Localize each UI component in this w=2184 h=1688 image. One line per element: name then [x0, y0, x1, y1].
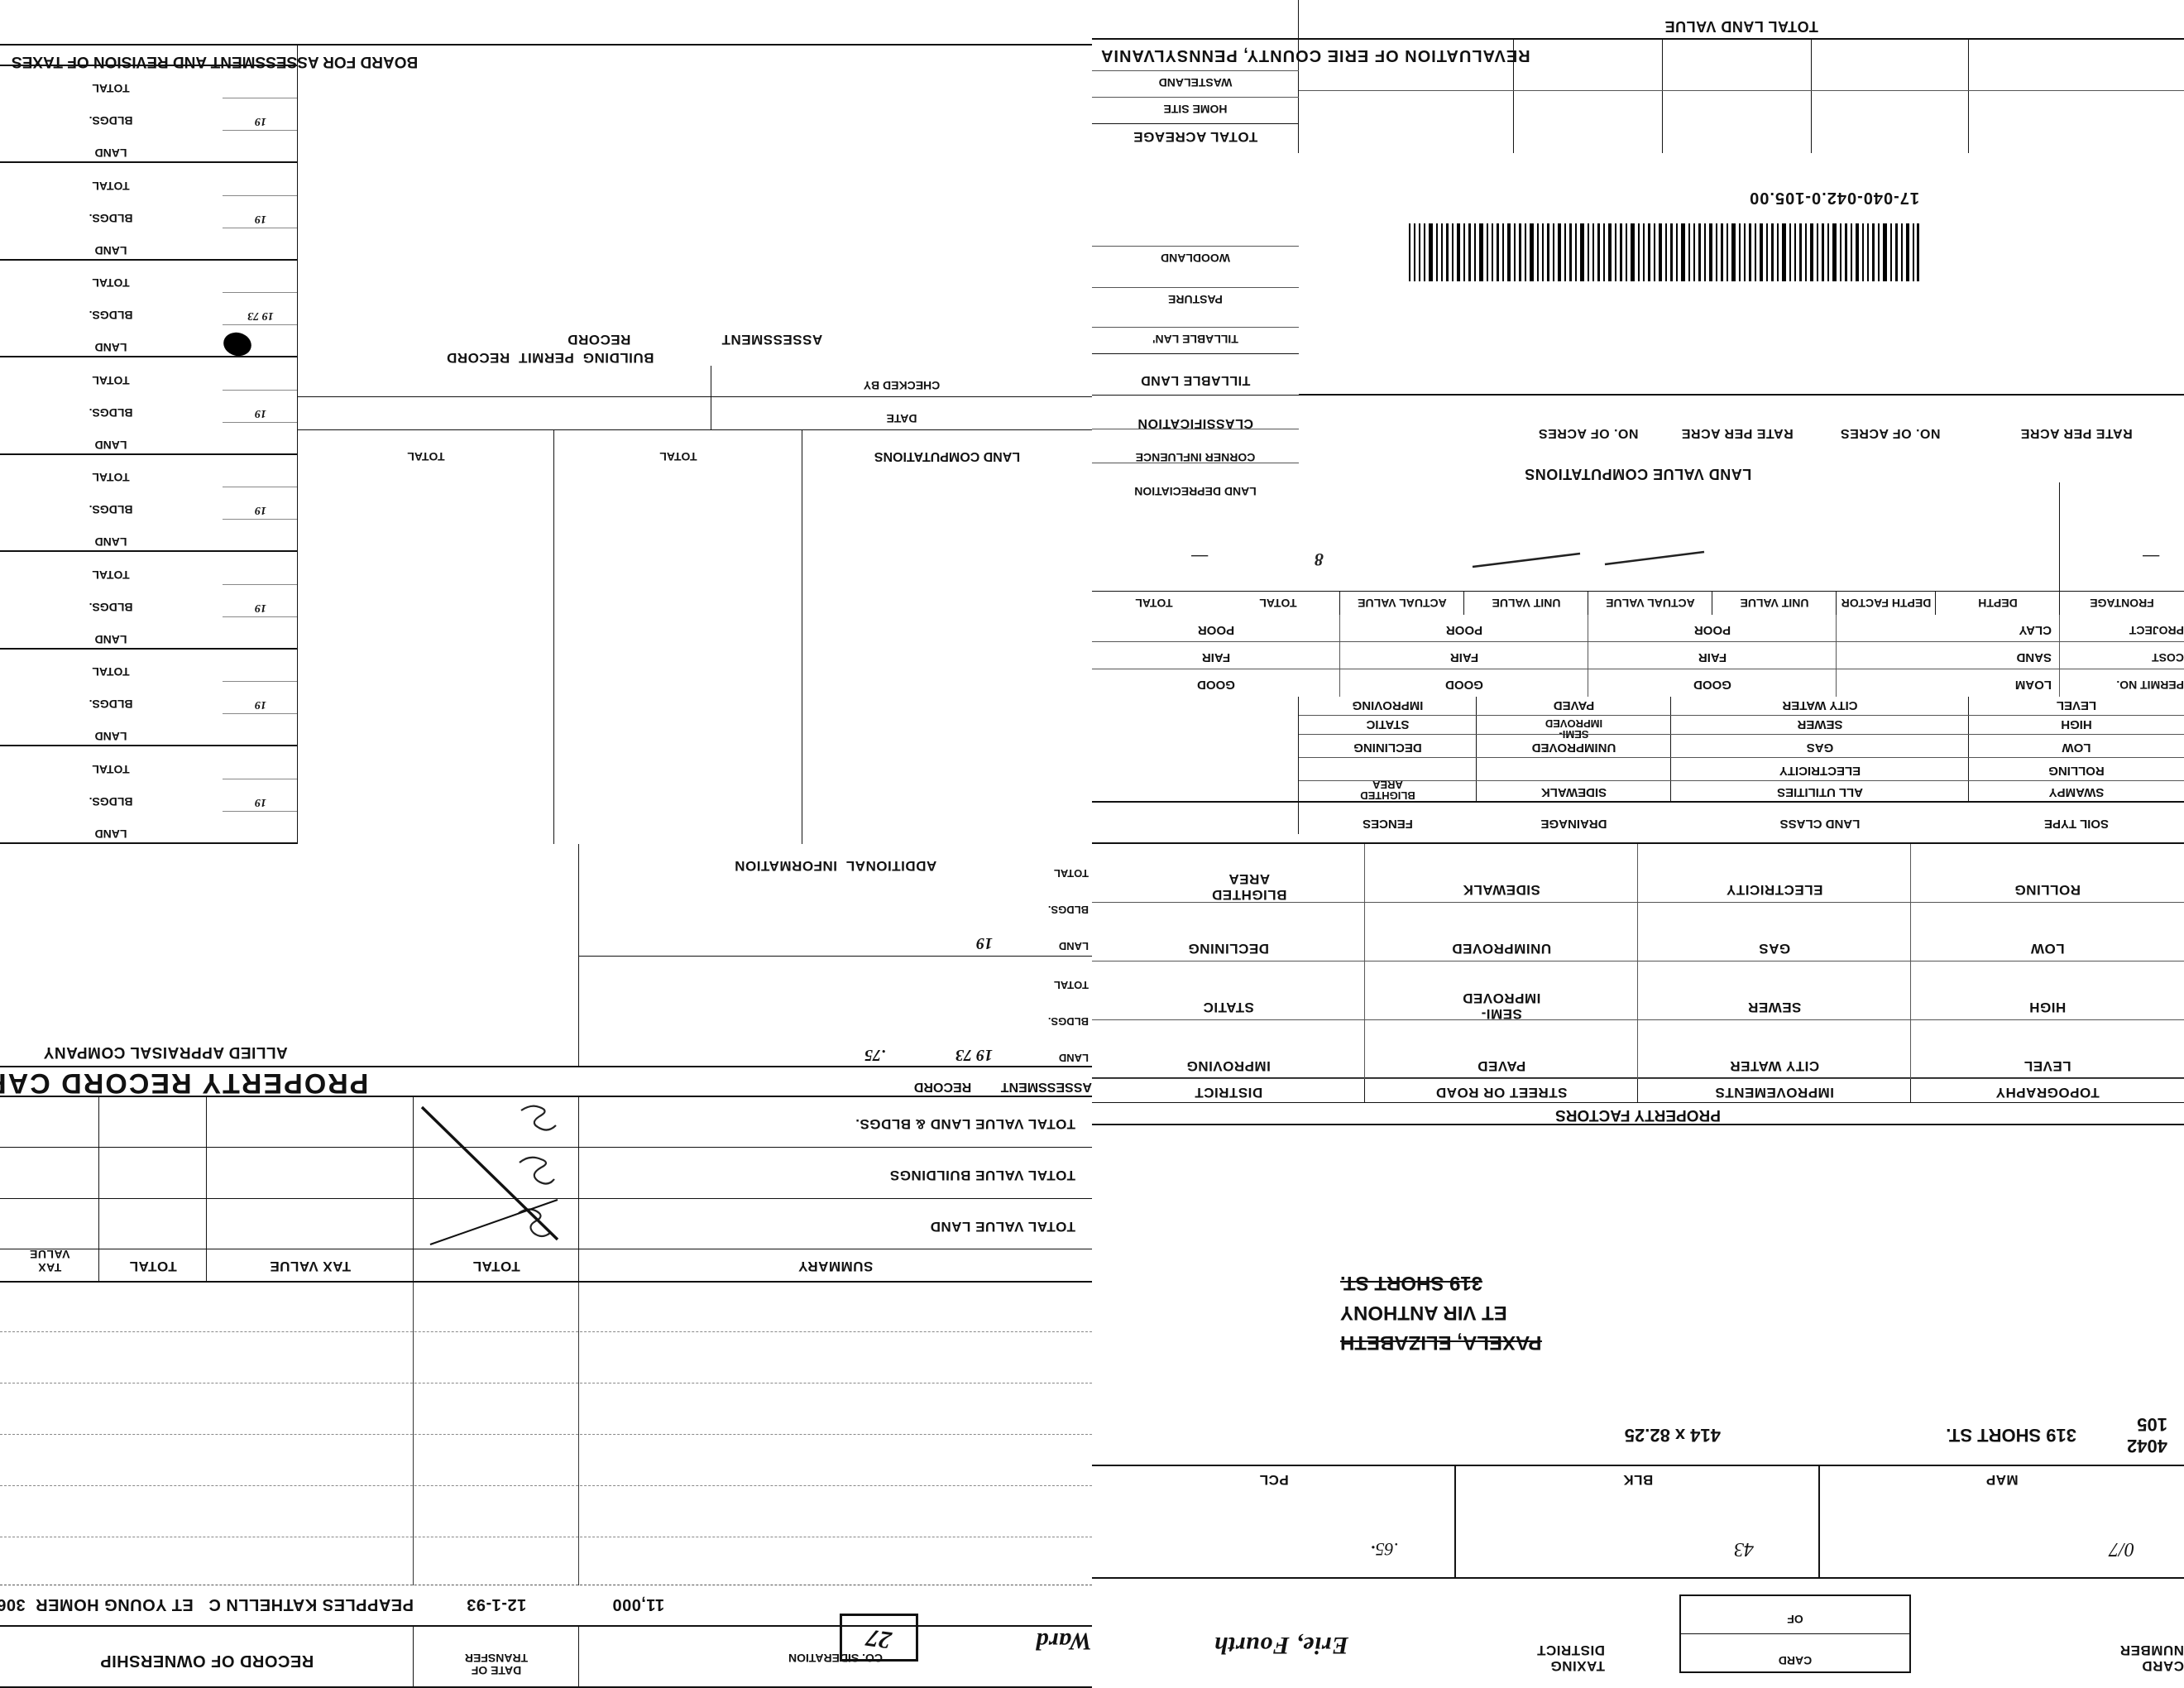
svg-text:8: 8	[1315, 549, 1324, 570]
svg-text:―: ―	[2143, 548, 2160, 566]
svg-text:―: ―	[1191, 548, 1209, 566]
